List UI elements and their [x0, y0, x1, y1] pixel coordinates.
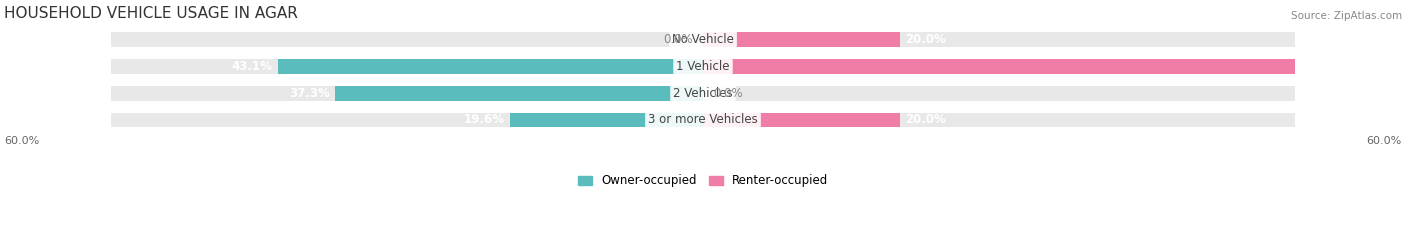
Text: 37.3%: 37.3% [290, 87, 330, 100]
Text: 1 Vehicle: 1 Vehicle [676, 60, 730, 73]
Bar [703, 86, 1295, 100]
Text: 3 or more Vehicles: 3 or more Vehicles [648, 113, 758, 127]
Bar [509, 113, 703, 127]
Text: 19.6%: 19.6% [464, 113, 505, 127]
Bar [111, 32, 703, 47]
Text: 0.0%: 0.0% [713, 87, 742, 100]
Legend: Owner-occupied, Renter-occupied: Owner-occupied, Renter-occupied [572, 170, 834, 192]
Text: 20.0%: 20.0% [905, 33, 946, 46]
Text: 0.0%: 0.0% [664, 33, 693, 46]
Bar [111, 86, 703, 100]
Bar [335, 86, 703, 100]
Text: No Vehicle: No Vehicle [672, 33, 734, 46]
Bar [703, 32, 900, 47]
Text: 43.1%: 43.1% [232, 60, 273, 73]
Bar [277, 59, 703, 74]
Bar [703, 113, 900, 127]
Text: 60.0%: 60.0% [4, 136, 39, 146]
Bar [703, 59, 1295, 74]
Text: 60.0%: 60.0% [1367, 136, 1402, 146]
Bar [703, 113, 1295, 127]
Text: 2 Vehicles: 2 Vehicles [673, 87, 733, 100]
Bar [703, 59, 1295, 74]
Bar [111, 59, 703, 74]
Text: 60.0%: 60.0% [1301, 60, 1341, 73]
Bar [703, 32, 1295, 47]
Text: Source: ZipAtlas.com: Source: ZipAtlas.com [1291, 11, 1402, 21]
Text: 20.0%: 20.0% [905, 113, 946, 127]
Text: HOUSEHOLD VEHICLE USAGE IN AGAR: HOUSEHOLD VEHICLE USAGE IN AGAR [4, 6, 298, 21]
Bar [111, 113, 703, 127]
